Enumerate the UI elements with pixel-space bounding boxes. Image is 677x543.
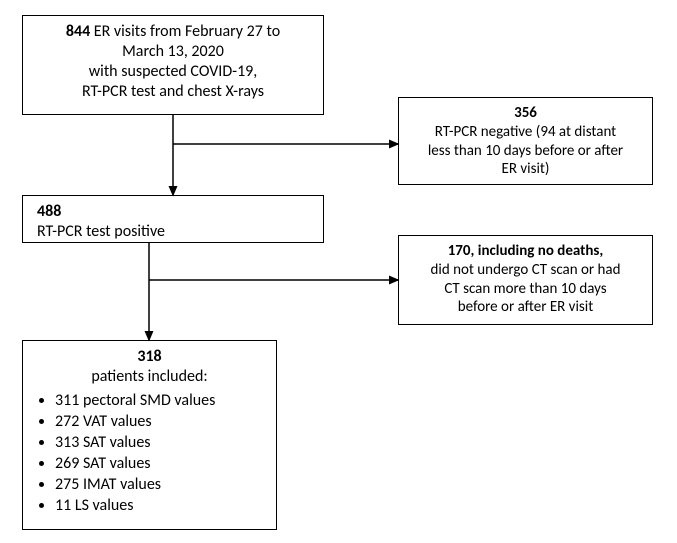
source-line4: RT-PCR test and chest X-rays [33,82,313,102]
source-line1-suffix: ER visits from February 27 to [90,22,280,41]
included-subtitle: patients included: [33,367,266,387]
neg-line3: less than 10 days before or after [409,142,642,161]
flow-box-negative: 356 RT-PCR negative (94 at distant less … [398,97,653,185]
source-count: 844 [66,22,90,41]
neg-line4: ER visit) [409,160,642,179]
bullet-item: 275 IMAT values [55,475,266,495]
included-count: 318 [33,347,266,367]
flow-box-noct: 170, including no deaths, did not underg… [398,235,653,325]
flow-box-positive: 488 RT-PCR test positive [22,195,324,243]
source-line3: with suspected COVID-19, [33,62,313,82]
source-line2: March 13, 2020 [33,42,313,62]
source-line1: 844 ER visits from February 27 to [33,22,313,42]
bullet-item: 313 SAT values [55,433,266,453]
pos-count: 488 [37,202,313,222]
noct-count-phrase: 170, including no deaths, [409,242,642,261]
bullet-item: 272 VAT values [55,412,266,432]
flow-box-included: 318 patients included: 311 pectoral SMD … [22,340,277,530]
included-bullets: 311 pectoral SMD values 272 VAT values 3… [33,391,266,516]
pos-line2: RT-PCR test positive [37,222,313,242]
noct-line2: did not undergo CT scan or had [409,261,642,280]
neg-count: 356 [409,104,642,123]
neg-line2: RT-PCR negative (94 at distant [409,123,642,142]
bullet-item: 269 SAT values [55,454,266,474]
noct-line4: before or after ER visit [409,298,642,317]
bullet-item: 11 LS values [55,496,266,516]
noct-line3: CT scan more than 10 days [409,280,642,299]
flow-box-source: 844 ER visits from February 27 to March … [22,15,324,115]
bullet-item: 311 pectoral SMD values [55,391,266,411]
